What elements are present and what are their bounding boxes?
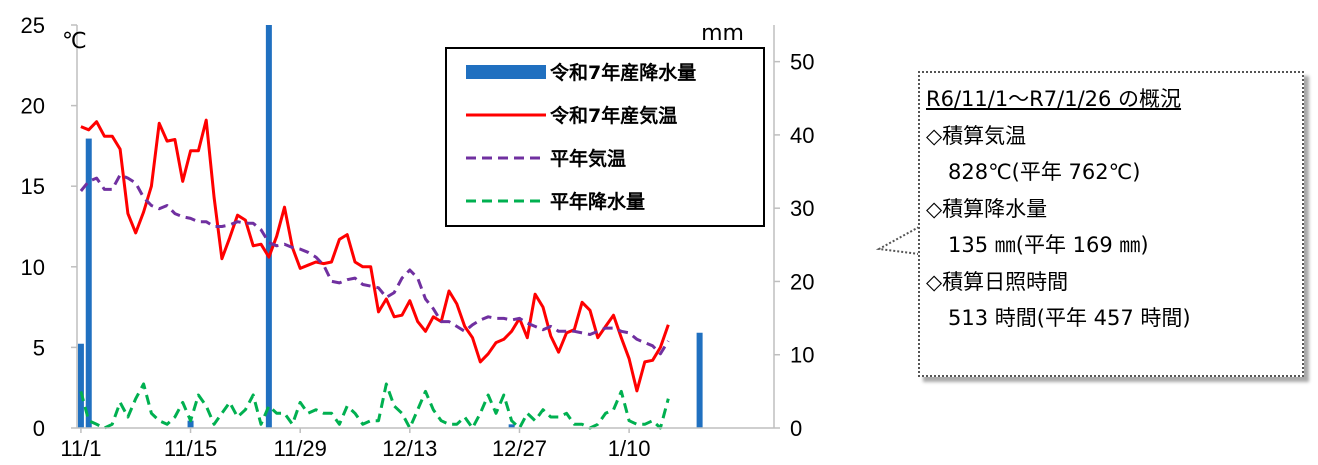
summary-heading: R6/11/1～R7/1/26 の概況 xyxy=(926,87,1182,111)
series-line-1 xyxy=(80,118,670,393)
legend-label-3: 平年降水量 xyxy=(550,190,645,213)
summary-temp-value: 828℃(平年 762℃) xyxy=(948,160,1141,184)
y-left-tick-label: 5 xyxy=(33,335,45,360)
y-left-unit: ℃ xyxy=(62,29,87,54)
summary-precip-label: ◇積算降水量 xyxy=(926,196,1048,221)
summary-temp-label: ◇積算気温 xyxy=(926,123,1027,148)
precip-bar xyxy=(85,138,92,428)
precip-bar xyxy=(77,343,84,428)
legend-label-0: 令和7年産降水量 xyxy=(550,61,696,84)
y-left-tick-label: 10 xyxy=(21,255,45,280)
y-right-tick-label: 50 xyxy=(790,50,814,75)
summary-box: R6/11/1～R7/1/26 の概況 ◇積算気温 828℃(平年 762℃) … xyxy=(918,71,1304,377)
x-tick-label: 11/15 xyxy=(164,436,217,461)
x-tick-label: 11/1 xyxy=(60,436,101,461)
legend-label-1: 令和7年産気温 xyxy=(550,104,677,127)
legend-swatch-0 xyxy=(466,65,546,79)
y-right-tick-label: 0 xyxy=(790,416,802,441)
x-tick-label: 1/10 xyxy=(608,436,651,461)
y-left-tick-label: 0 xyxy=(33,416,45,441)
precip-bar xyxy=(508,424,515,428)
y-right-tick-label: 40 xyxy=(790,123,814,148)
series-line-3 xyxy=(79,382,670,430)
y-left-tick-label: 20 xyxy=(21,94,45,119)
summary-precip-value: 135 ㎜(平年 169 ㎜) xyxy=(948,233,1149,257)
series-lines xyxy=(79,118,670,430)
precip-bar xyxy=(187,420,194,428)
precip-bar xyxy=(696,332,703,428)
x-tick-label: 12/27 xyxy=(492,436,547,461)
precip-bar xyxy=(265,25,272,428)
summary-sun-label: ◇積算日照時間 xyxy=(926,269,1069,294)
summary-sun-value: 513 時間(平年 457 時間) xyxy=(948,306,1191,330)
y-left-tick-label: 25 xyxy=(21,13,45,38)
y-right-tick-label: 10 xyxy=(790,343,814,368)
y-right-tick-label: 30 xyxy=(790,196,814,221)
x-tick-label: 11/29 xyxy=(273,436,326,461)
x-tick-label: 12/13 xyxy=(382,436,437,461)
y-right-unit: mm xyxy=(701,21,744,46)
precip-bars xyxy=(77,25,703,428)
chart-axes: 0 5 10 15 20 25 0 10 20 30 40 50 ℃ mm 11/1 11/15 11/29 12… xyxy=(21,13,815,461)
y-right-tick-label: 20 xyxy=(790,269,814,294)
y-left-tick-label: 15 xyxy=(21,174,45,199)
series-line-2 xyxy=(79,173,670,356)
legend-label-2: 平年気温 xyxy=(550,147,626,170)
